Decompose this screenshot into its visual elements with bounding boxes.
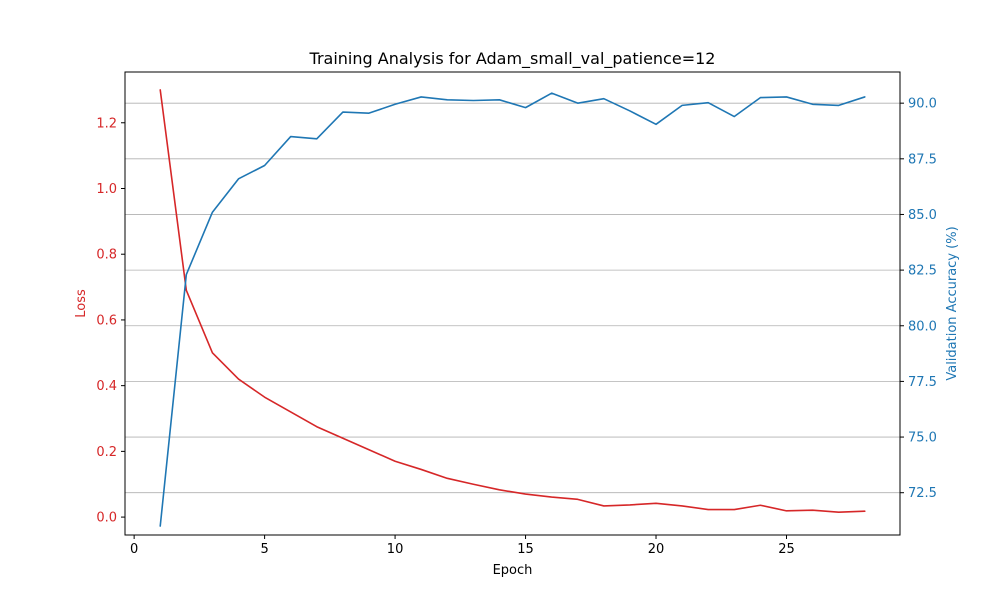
chart-title: Training Analysis for Adam_small_val_pat… bbox=[309, 49, 716, 69]
x-tick-label-1: 5 bbox=[260, 542, 268, 557]
validation-accuracy-line bbox=[159, 92, 866, 527]
left-y-tick-label-3: 0.6 bbox=[96, 313, 117, 328]
right-y-axis-title: Validation Accuracy (%) bbox=[945, 226, 960, 380]
left-y-tick-label-4: 0.8 bbox=[96, 248, 117, 263]
left-y-axis: 0.0 0.2 0.4 0.6 0.8 1.0 1.2 bbox=[96, 116, 125, 526]
right-y-tick-label-6: 87.5 bbox=[908, 152, 937, 167]
right-y-tick-label-7: 90.0 bbox=[908, 97, 937, 112]
right-y-axis: 72.5 75.0 77.5 80.0 82.5 85.0 87.5 90.0 bbox=[900, 97, 937, 501]
right-y-tick-label-1: 75.0 bbox=[908, 431, 937, 446]
x-tick-label-2: 10 bbox=[387, 542, 404, 557]
x-axis: 0 5 10 15 20 25 bbox=[130, 535, 795, 557]
x-tick-label-3: 15 bbox=[517, 542, 534, 557]
left-y-axis-title: Loss bbox=[74, 289, 89, 318]
left-y-tick-label-5: 1.0 bbox=[96, 182, 117, 197]
right-y-tick-label-3: 80.0 bbox=[908, 319, 937, 334]
x-tick-label-4: 20 bbox=[648, 542, 665, 557]
right-y-tick-label-5: 85.0 bbox=[908, 208, 937, 223]
series-layer bbox=[159, 89, 866, 527]
right-y-tick-label-2: 77.5 bbox=[908, 375, 937, 390]
x-axis-title: Epoch bbox=[493, 563, 533, 578]
right-y-tick-label-0: 72.5 bbox=[908, 486, 937, 501]
right-y-tick-label-4: 82.5 bbox=[908, 264, 937, 279]
left-y-tick-label-1: 0.2 bbox=[96, 445, 117, 460]
left-y-tick-label-2: 0.4 bbox=[96, 379, 117, 394]
grid-lines bbox=[125, 102, 900, 494]
plot-frame bbox=[124, 71, 901, 536]
loss-line bbox=[159, 89, 866, 513]
x-tick-label-0: 0 bbox=[130, 542, 138, 557]
left-y-tick-label-0: 0.0 bbox=[96, 511, 117, 526]
left-y-tick-label-6: 1.2 bbox=[96, 116, 117, 131]
x-tick-label-5: 25 bbox=[778, 542, 795, 557]
